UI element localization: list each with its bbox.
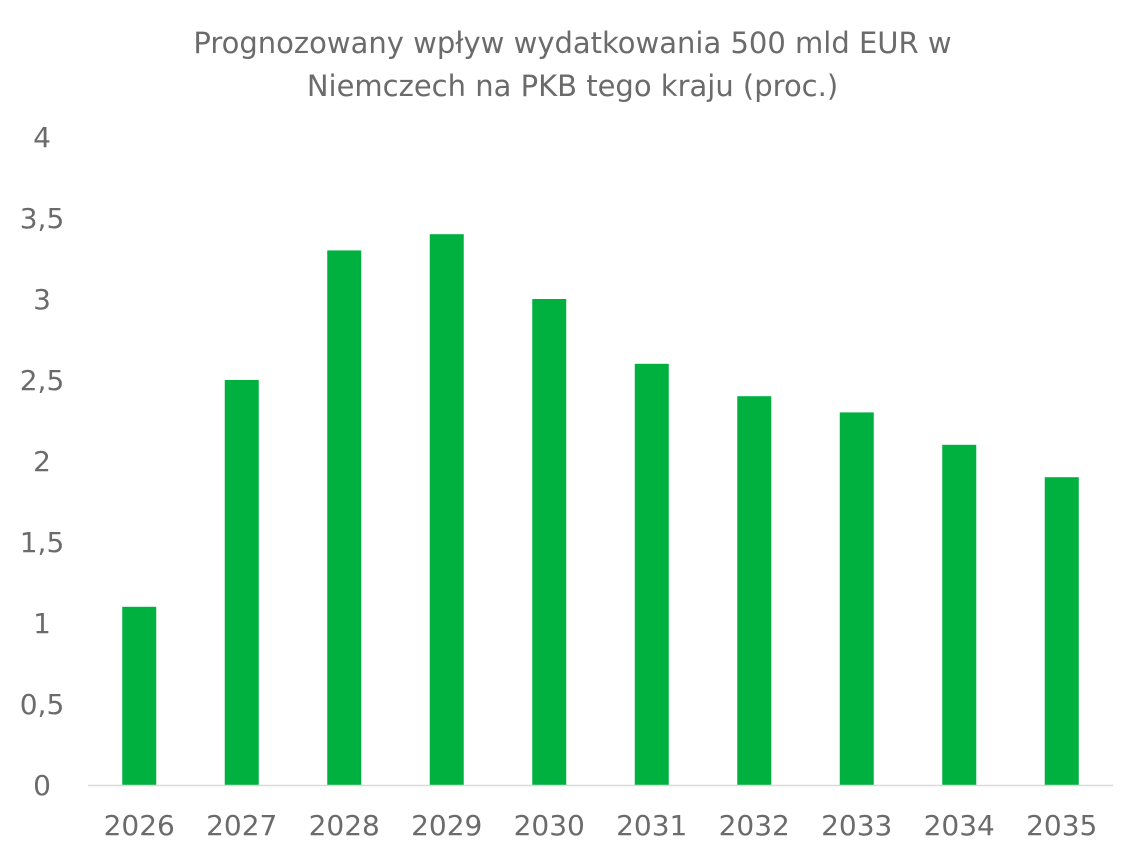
y-tick-label: 2,5 <box>20 364 65 397</box>
y-tick-label: 1 <box>33 607 51 640</box>
bar-2034 <box>942 444 977 785</box>
x-tick-label-2030: 2030 <box>514 809 585 842</box>
chart-title: Prognozowany wpływ wydatkowania 500 mld … <box>0 22 1145 108</box>
y-tick-label: 2 <box>33 445 51 478</box>
bar-2035 <box>1044 477 1079 785</box>
y-tick-label: 0 <box>33 769 51 802</box>
bar-2033 <box>839 412 874 785</box>
chart-title-line-1: Prognozowany wpływ wydatkowania 500 mld … <box>193 26 952 60</box>
y-tick-label: 1,5 <box>20 526 65 559</box>
chart-title-line-2: Niemczech na PKB tego kraju (proc.) <box>306 69 839 103</box>
x-tick-label-2032: 2032 <box>719 809 790 842</box>
bar-2029 <box>429 234 464 785</box>
bar-2030 <box>532 299 567 785</box>
x-tick-label-2031: 2031 <box>616 809 687 842</box>
bar-2032 <box>737 396 772 785</box>
x-tick-label-2027: 2027 <box>206 809 277 842</box>
bar-2028 <box>327 250 362 785</box>
x-tick-label-2029: 2029 <box>411 809 482 842</box>
y-tick-label: 3,5 <box>20 202 65 235</box>
y-tick-label: 3 <box>33 283 51 316</box>
bar-2031 <box>634 363 669 785</box>
x-tick-label-2034: 2034 <box>924 809 995 842</box>
bar-2027 <box>224 380 259 785</box>
y-tick-label: 0,5 <box>20 688 65 721</box>
x-tick-label-2028: 2028 <box>309 809 380 842</box>
x-tick-label-2026: 2026 <box>104 809 175 842</box>
x-tick-label-2033: 2033 <box>821 809 892 842</box>
x-tick-label-2035: 2035 <box>1026 809 1097 842</box>
bar-2026 <box>122 606 157 785</box>
y-tick-label: 4 <box>33 121 51 154</box>
